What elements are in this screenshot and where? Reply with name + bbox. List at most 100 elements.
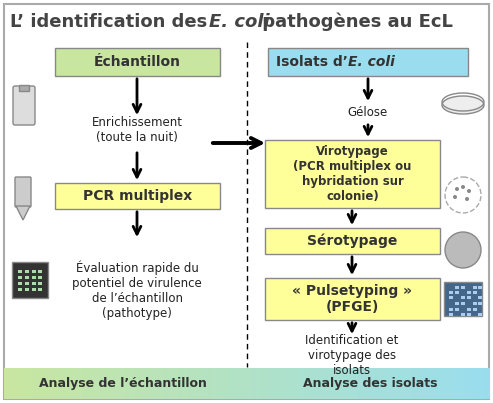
- Bar: [300, 368, 305, 399]
- Bar: [436, 368, 441, 399]
- Bar: [426, 368, 431, 399]
- Circle shape: [445, 232, 481, 268]
- Bar: [203, 368, 208, 399]
- Bar: [178, 368, 184, 399]
- Text: E. coli: E. coli: [348, 55, 395, 69]
- Bar: [18, 288, 22, 291]
- Bar: [467, 291, 471, 294]
- Bar: [478, 302, 482, 305]
- Bar: [461, 313, 465, 316]
- Text: Identification et
virotypage des
isolats: Identification et virotypage des isolats: [305, 334, 399, 376]
- Bar: [402, 368, 407, 399]
- Bar: [67, 368, 72, 399]
- Bar: [467, 296, 471, 299]
- Text: Analyse des isolats: Analyse des isolats: [303, 378, 437, 391]
- Bar: [242, 368, 247, 399]
- Bar: [125, 368, 131, 399]
- Text: Analyse de l’échantillon: Analyse de l’échantillon: [39, 378, 207, 391]
- Bar: [473, 308, 477, 311]
- Text: E. coli: E. coli: [209, 13, 270, 31]
- Bar: [268, 48, 468, 76]
- Bar: [217, 368, 223, 399]
- Text: Enrichissement
(toute la nuit): Enrichissement (toute la nuit): [92, 116, 182, 144]
- Bar: [461, 296, 465, 299]
- Bar: [164, 368, 170, 399]
- Bar: [86, 368, 92, 399]
- Bar: [455, 291, 459, 294]
- Bar: [276, 368, 281, 399]
- Bar: [378, 368, 383, 399]
- Bar: [55, 48, 220, 76]
- Bar: [319, 368, 324, 399]
- Bar: [188, 368, 194, 399]
- Text: Échantillon: Échantillon: [94, 55, 181, 69]
- Bar: [373, 368, 378, 399]
- Bar: [154, 368, 160, 399]
- Bar: [449, 291, 453, 294]
- Bar: [455, 302, 459, 305]
- Bar: [38, 270, 42, 273]
- Bar: [315, 368, 320, 399]
- Bar: [344, 368, 349, 399]
- Bar: [227, 368, 233, 399]
- Text: « Pulsetyping »
(PFGE): « Pulsetyping » (PFGE): [292, 284, 413, 314]
- Bar: [324, 368, 329, 399]
- Bar: [23, 368, 29, 399]
- Bar: [28, 368, 34, 399]
- Bar: [461, 286, 465, 289]
- Bar: [18, 276, 22, 279]
- Bar: [106, 368, 111, 399]
- Bar: [363, 368, 368, 399]
- Bar: [208, 368, 213, 399]
- Bar: [358, 368, 363, 399]
- Bar: [416, 368, 422, 399]
- Text: Gélose: Gélose: [348, 106, 388, 118]
- Bar: [295, 368, 300, 399]
- Bar: [478, 296, 482, 299]
- Bar: [368, 368, 373, 399]
- Bar: [421, 368, 426, 399]
- Bar: [265, 278, 440, 320]
- Bar: [407, 368, 412, 399]
- Bar: [38, 288, 42, 291]
- Bar: [455, 368, 460, 399]
- Bar: [38, 276, 42, 279]
- Bar: [18, 270, 22, 273]
- Bar: [353, 368, 358, 399]
- Text: Sérotypage: Sérotypage: [307, 234, 398, 248]
- Bar: [445, 368, 451, 399]
- Bar: [32, 270, 36, 273]
- Bar: [32, 276, 36, 279]
- Text: Virotypage
(PCR multiplex ou
hybridation sur
colonie): Virotypage (PCR multiplex ou hybridation…: [293, 145, 412, 203]
- Bar: [467, 313, 471, 316]
- Bar: [144, 368, 150, 399]
- Circle shape: [455, 187, 459, 191]
- Bar: [62, 368, 68, 399]
- Bar: [120, 368, 126, 399]
- Bar: [431, 368, 436, 399]
- Bar: [397, 368, 402, 399]
- Bar: [474, 368, 480, 399]
- Bar: [334, 368, 339, 399]
- Text: Isolats d’: Isolats d’: [276, 55, 348, 69]
- Bar: [82, 368, 87, 399]
- FancyBboxPatch shape: [13, 86, 35, 125]
- Bar: [478, 286, 482, 289]
- Bar: [149, 368, 155, 399]
- Bar: [52, 368, 58, 399]
- Bar: [111, 368, 116, 399]
- Bar: [450, 368, 456, 399]
- Bar: [32, 282, 36, 285]
- Bar: [91, 368, 97, 399]
- Bar: [48, 368, 53, 399]
- Text: Évaluation rapide du
potentiel de virulence
de l’échantillon
(pathotype): Évaluation rapide du potentiel de virule…: [72, 260, 202, 320]
- Bar: [441, 368, 446, 399]
- Bar: [43, 368, 48, 399]
- Circle shape: [465, 197, 469, 201]
- Bar: [455, 286, 459, 289]
- Circle shape: [461, 185, 465, 189]
- Bar: [25, 276, 29, 279]
- Bar: [135, 368, 141, 399]
- Bar: [329, 368, 334, 399]
- Bar: [115, 368, 121, 399]
